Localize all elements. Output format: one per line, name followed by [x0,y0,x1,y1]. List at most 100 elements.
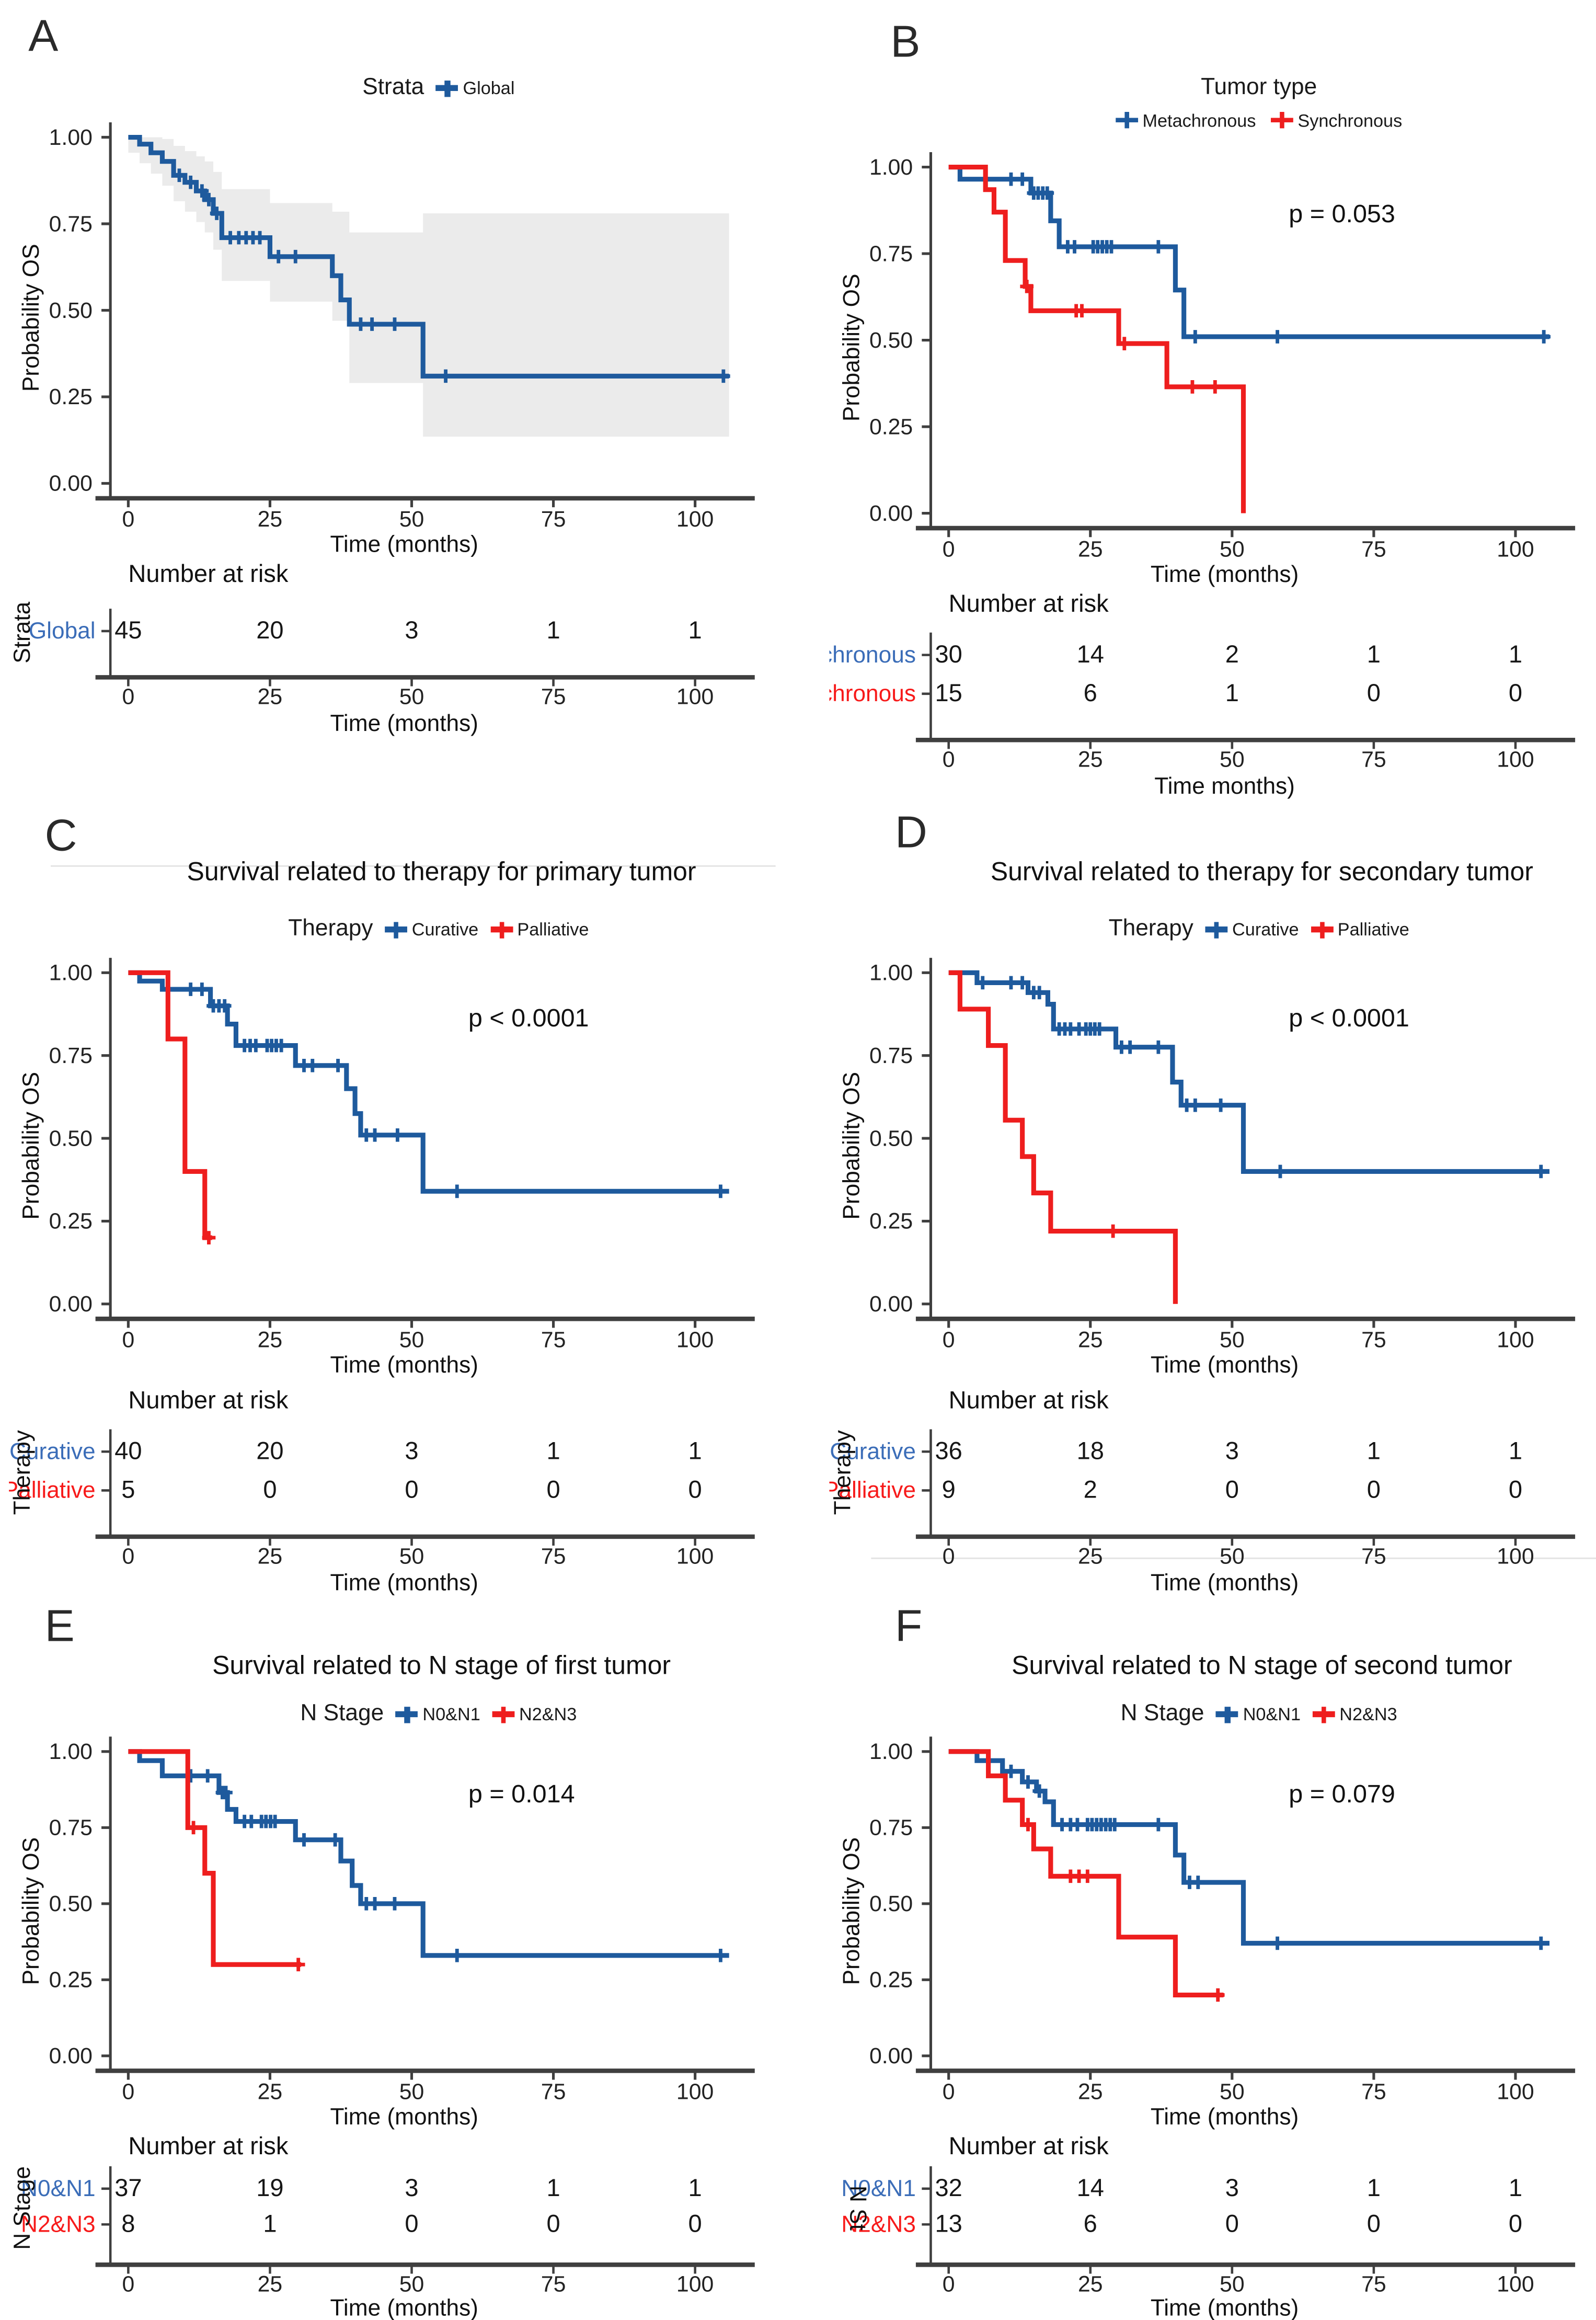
censor-marks [187,1821,305,1972]
x-tick-label: 0 [122,507,134,532]
legend-entry: Curative [385,918,478,941]
risk-count: 6 [1084,679,1097,706]
risk-count: 32 [935,2174,962,2201]
legend-entry-label: Palliative [1337,919,1409,940]
x-tick-label: 75 [541,1328,566,1353]
km-curve-palliative [128,970,212,1240]
censor-marks [1004,1764,1548,1950]
risk-y-axis-label: Therapy [9,1430,35,1515]
risk-count: 1 [1509,640,1522,668]
risk-x-tick-label: 100 [676,684,714,710]
legend-entry: Palliative [1311,918,1409,941]
risk-count: 45 [114,616,142,644]
legend-entry-label: N2&N3 [519,1704,577,1725]
risk-x-tick-label: 50 [399,684,424,710]
x-tick-label: 75 [1361,536,1386,562]
confidence-band [128,137,729,437]
panel-a: A Strata Global 1.00 0.75 0.50 0.25 0.00 0 25 50… [9,9,814,740]
panel-c: C Survival related to therapy for primar… [9,808,814,1599]
risk-x-tick-label: 50 [1220,2272,1245,2297]
y-axis-label: Probability OS [839,1837,865,1985]
x-tick-label: 0 [943,1328,955,1353]
risk-x-tick-label: 50 [1220,1544,1245,1569]
y-axis-label: Probability OS [839,273,865,421]
x-tick-label: 0 [943,2079,955,2105]
y-tick-label: 0.75 [49,211,93,236]
y-tick-label: 0.00 [869,501,913,526]
risk-y-axis-label: Therapy [830,1430,855,1515]
risk-x-tick-label: 25 [1078,747,1103,772]
risk-row-label: Curative [830,1439,916,1465]
risk-count: 9 [942,1476,956,1503]
km-plot-d: 1.00 0.75 0.50 0.25 0.00 0 25 50 75 100 Time (mont… [839,957,1576,1378]
risk-y-axis-label: N St [845,2186,870,2231]
risk-y-axis-label: N Stage [9,2166,35,2250]
plus-marker-icon [490,918,513,941]
risk-count: 20 [256,616,283,644]
legend-entry: Synchronous [1271,109,1402,131]
x-axis-label: Time (months) [1151,562,1299,587]
y-tick-label: 0.25 [869,1968,913,1993]
risk-count: 15 [935,679,962,706]
p-value: p = 0.053 [1289,200,1395,228]
risk-count: 1 [1367,640,1381,668]
risk-count: 0 [1225,1476,1239,1503]
plus-marker-icon [1116,109,1138,131]
legend-entry-label: Metachronous [1142,109,1256,131]
risk-count: 0 [1367,679,1381,706]
risk-x-tick-label: 100 [1497,747,1534,772]
p-value: p < 0.0001 [468,1004,589,1032]
y-tick-label: 1.00 [49,961,93,986]
risk-count: 1 [1367,1437,1381,1465]
y-tick-label: 0.25 [869,1209,913,1234]
panel-e: E Survival related to N stage of first t… [9,1605,814,2320]
risk-count: 3 [1225,1437,1239,1465]
risk-count: 1 [263,2210,277,2237]
y-tick-label: 0.25 [49,1968,93,1993]
legend-entry-label: Synchronous [1298,109,1403,131]
x-tick-label: 0 [122,2079,134,2105]
risk-count: 8 [121,2210,135,2237]
plus-marker-icon [1216,1703,1239,1725]
y-tick-label: 0.50 [869,1891,913,1916]
risk-count: 3 [1225,2174,1239,2201]
risk-count: 13 [935,2210,962,2237]
risk-x-axis-label: Time (months) [330,2295,478,2320]
censor-marks [202,1231,216,1244]
risk-x-tick-label: 25 [1078,1544,1103,1569]
risk-count: 0 [1367,2210,1381,2237]
y-tick-label: 0.00 [869,2043,913,2068]
y-tick-label: 0.75 [49,1043,93,1068]
x-axis-label: Time (months) [1151,1352,1299,1378]
censor-marks [173,168,730,383]
risk-x-tick-label: 100 [676,2272,714,2297]
legend-title: Tumor type [1201,74,1317,100]
risk-count: 3 [405,1437,418,1465]
risk-count: 0 [546,2210,560,2237]
censor-marks [975,976,1548,1179]
censor-marks [183,982,728,1198]
risk-count: 1 [546,1437,560,1465]
risk-count: 2 [1084,1476,1097,1503]
y-tick-label: 0.25 [49,384,93,409]
y-tick-label: 0.75 [869,1815,913,1841]
x-tick-label: 100 [1497,1328,1534,1353]
plus-marker-icon [1205,918,1228,941]
panel-letter: F [894,1602,923,1652]
x-tick-label: 50 [1220,2079,1245,2105]
risk-count: 37 [114,2174,142,2201]
plus-marker-icon [492,1703,515,1725]
censor-marks [1106,1224,1120,1238]
km-curve-synchronous [948,165,1246,513]
risk-count: 1 [688,1437,702,1465]
risk-count: 6 [1084,2210,1097,2237]
plus-marker-icon [396,1703,418,1725]
km-curve-n2-n3 [128,1749,302,1967]
risk-count: 0 [405,2210,418,2237]
risk-count: 1 [1225,679,1239,706]
risk-count: 14 [1077,640,1104,668]
risk-x-axis-label: Time (months) [1151,1570,1299,1596]
p-value: p < 0.0001 [1289,1004,1409,1032]
legend: Strata Global [9,75,814,101]
km-curve-n2-n3 [948,1749,1224,1997]
